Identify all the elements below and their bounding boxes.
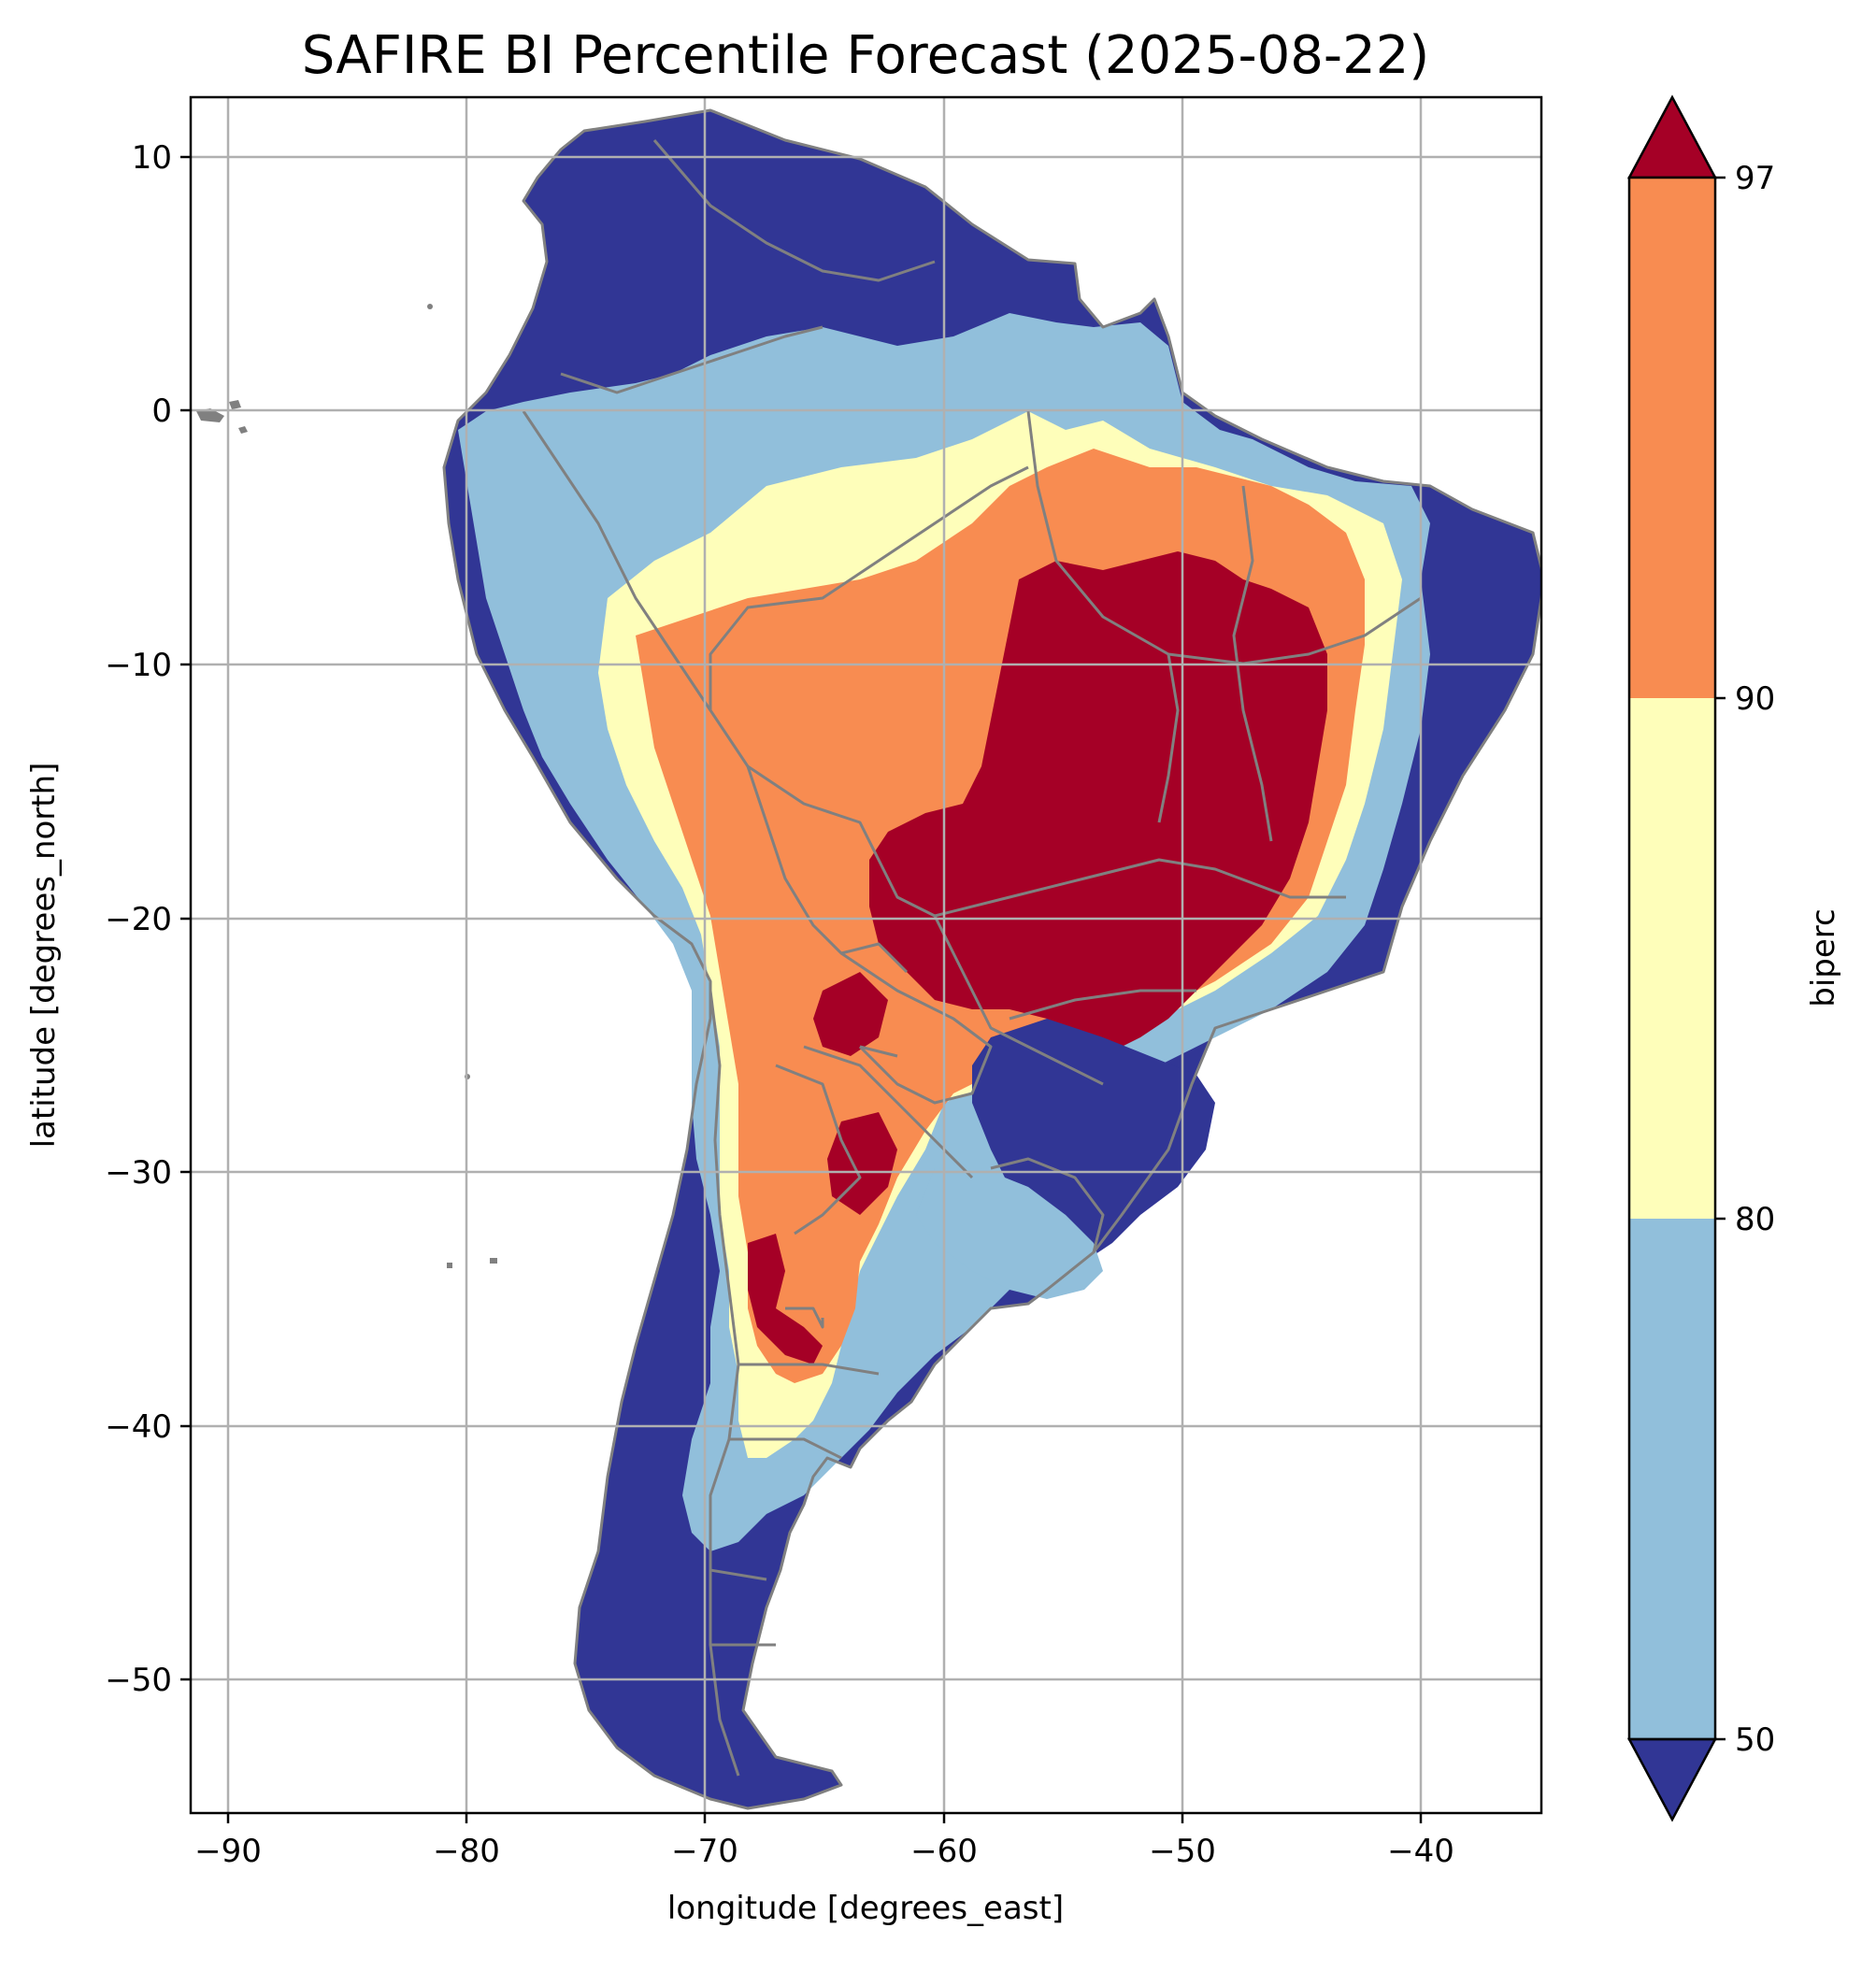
y-tick-label: 10	[132, 139, 172, 177]
y-tick-label: −10	[105, 647, 172, 684]
y-tick-labels: 10 0 −10 −20 −30 −40 −50	[105, 139, 172, 1699]
chart-title: SAFIRE BI Percentile Forecast (2025-08-2…	[302, 25, 1429, 86]
colorbar: 97 90 80 50 biperc	[1626, 94, 1842, 1822]
border-brazil-states-1	[1026, 410, 1180, 823]
juan-fernandez-islands	[447, 1258, 497, 1268]
border-brazil-states-3	[934, 858, 1346, 918]
y-axis-label: latitude [degrees_north]	[25, 763, 63, 1149]
colorbar-segment-80-90	[1629, 698, 1715, 1219]
border-brazil-west	[709, 465, 1104, 1086]
y-tick-label: −30	[105, 1154, 172, 1192]
border-venezuela	[652, 139, 936, 282]
x-tick-label: −70	[671, 1833, 738, 1870]
border-argentina-chile	[709, 990, 740, 1777]
zone-above-97	[869, 551, 1327, 1056]
x-axis	[226, 1813, 1423, 1823]
colorbar-segment-50-80	[1629, 1219, 1715, 1739]
border-argentina-provinces	[775, 1045, 898, 1329]
border-bolivia	[746, 765, 909, 974]
x-tick-label: −80	[433, 1833, 500, 1870]
coastline	[442, 108, 1541, 1810]
axes-frame	[189, 95, 1543, 1815]
colorbar-ticks	[1715, 176, 1726, 1741]
border-patagonia-provinces	[709, 1363, 880, 1647]
zone-above-97-south	[813, 972, 888, 1056]
zone-above-97-chaco	[827, 1112, 897, 1215]
gridlines	[191, 97, 1541, 1813]
y-tick-label: −50	[105, 1662, 172, 1699]
x-tick-label: −50	[1149, 1833, 1216, 1870]
x-tick-label: −60	[910, 1833, 978, 1870]
border-paraguay	[840, 951, 993, 1105]
x-tick-label: −40	[1387, 1833, 1454, 1870]
y-tick-label: 0	[151, 393, 172, 430]
border-argentina-north	[803, 1045, 974, 1179]
colorbar-tick-label: 80	[1735, 1201, 1775, 1238]
zone-pampas	[916, 1168, 1103, 1299]
border-brazil-states-5	[1009, 989, 1196, 1021]
x-tick-labels: −90 −80 −70 −60 −50 −40	[194, 1833, 1454, 1870]
y-tick-label: −20	[105, 901, 172, 938]
colorbar-tick-label: 90	[1735, 680, 1775, 718]
colorbar-frame	[1627, 176, 1717, 1741]
colorbar-segment-90-97	[1629, 178, 1715, 698]
malpelo-island	[427, 304, 433, 309]
y-tick-label: −40	[105, 1408, 172, 1446]
map-axes: −90 −80 −70 −60 −50 −40 10 0 −10 −20 −30…	[25, 95, 1543, 1927]
zone-above-97-andes	[748, 1234, 823, 1364]
colorbar-tick-label: 97	[1735, 160, 1775, 197]
border-uruguay	[990, 1157, 1105, 1253]
x-axis-label: longitude [degrees_east]	[667, 1890, 1064, 1927]
colorbar-label: biperc	[1805, 908, 1842, 1007]
galapagos-islands	[196, 400, 248, 434]
colorbar-extend-low	[1626, 1737, 1718, 1822]
y-axis	[180, 155, 191, 1681]
x-tick-label: −90	[194, 1833, 262, 1870]
colorbar-extend-high	[1626, 94, 1718, 179]
country-borders	[442, 108, 1541, 1810]
border-brazil-states-4	[1232, 485, 1273, 842]
border-colombia	[560, 325, 823, 394]
border-brazil-states-2	[1167, 596, 1422, 665]
colorbar-tick-label: 50	[1735, 1721, 1775, 1759]
